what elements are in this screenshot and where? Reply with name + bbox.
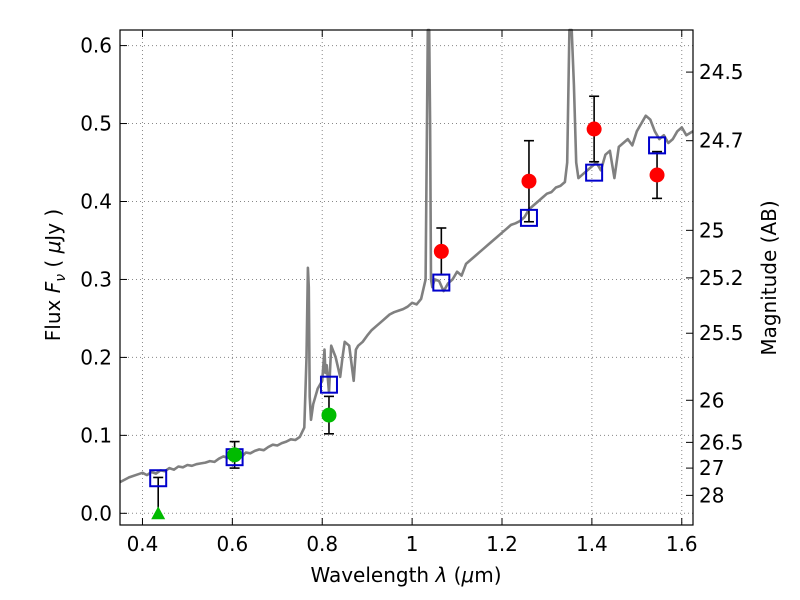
magnitude-tick-label: 25 [699,218,724,242]
model-spectrum [119,28,694,484]
measured-point [521,173,537,189]
magnitude-tick-label: 24.5 [699,60,744,84]
y-tick-label: 0.3 [80,267,112,291]
x-axis-label-unit: m) [474,563,501,587]
magnitude-tick-label: 26.5 [699,430,744,454]
y-tick-label: 0.1 [80,423,112,447]
model-band-square [149,469,168,488]
measured-point [433,243,449,259]
x-axis-label: Wavelength λ (μm) [310,563,501,587]
y-axis-label-mu: μ [41,241,65,255]
magnitude-tick-label: 25.5 [699,321,744,345]
model-band-square [432,273,451,292]
measured-point [649,167,665,183]
magnitude-tick-label: 28 [699,483,724,507]
y-tick-label: 0.0 [80,501,112,525]
x-axis-label-mu: μ [460,563,474,587]
x-axis-label-var: λ [434,563,447,587]
magnitude-tick-label: 25.2 [699,266,744,290]
y-axis-label-var: F [41,281,65,293]
magnitude-tick-label: 27 [699,456,724,480]
y-tick-label: 0.5 [80,112,112,136]
x-tick-label: 1.6 [666,532,698,556]
model-spectrum-line [119,28,694,484]
plot-frame [119,29,694,526]
x-tick-label: 0.8 [306,532,338,556]
measured-point [586,121,602,137]
grid [120,30,693,525]
magnitude-tick-label: 26 [699,388,724,412]
y-axis-label-unit: Jy ) [41,209,65,243]
x-tick-label: 1 [406,532,419,556]
upper-limit-triangle [151,506,166,520]
model-band-square [319,375,338,394]
y-tick-label: 0.2 [80,345,112,369]
model-band-square [519,208,538,227]
x-tick-label: 1.4 [576,532,608,556]
y-axis-label-sub: ν [53,274,69,282]
magnitude-axis-ticks: 24.5 24.7 25 25.2 25.5 26 26.527 28 [686,60,744,507]
y-tick-label: 0.6 [80,34,112,58]
y-axis-label-pre: Flux [41,293,65,341]
x-axis-label-post: ( [447,563,461,587]
x-tick-label: 0.6 [216,532,248,556]
y-axis-label: Flux Fν ( μJy ) [41,209,69,341]
x-tick-label: 0.4 [127,532,159,556]
x-tick-label: 1.2 [486,532,518,556]
y-tick-label: 0.4 [80,189,112,213]
x-axis-label-pre: Wavelength [310,563,435,587]
magnitude-tick-label: 24.7 [699,129,744,153]
measured-point [227,447,243,463]
model-band-square [648,136,667,155]
y-axis-ticks: 0.0 0.1 0.2 0.3 0.4 0.5 0.6 [80,34,127,525]
y-axis-label-post: ( [41,253,65,274]
measured-point [321,407,337,423]
x-axis-ticks: 0.4 0.6 0.8 1 1.2 1.4 1.6 [127,30,698,556]
magnitude-axis-label: Magnitude (AB) [757,200,781,355]
data-markers [149,121,667,520]
model-band-square [585,163,604,182]
